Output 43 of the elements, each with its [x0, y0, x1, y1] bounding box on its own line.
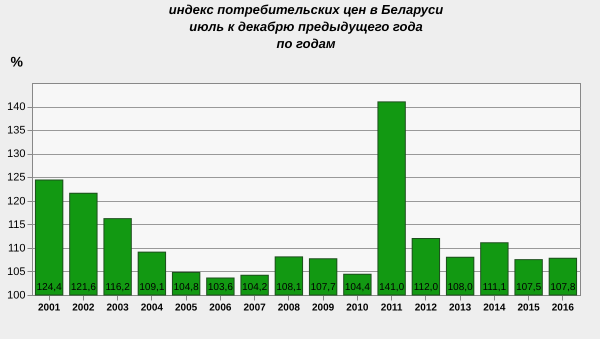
x-tick-label: 2003	[106, 302, 130, 314]
data-label: 109,1	[139, 282, 165, 293]
x-tick-label: 2014	[483, 302, 506, 314]
data-label: 124,4	[36, 282, 62, 293]
data-label: 107,8	[550, 282, 576, 293]
data-label: 103,6	[208, 282, 234, 293]
y-tick-label: 130	[7, 148, 26, 160]
y-tick-label: 105	[7, 266, 26, 278]
x-tick-label: 2001	[38, 302, 61, 314]
x-tick-label: 2016	[552, 302, 574, 314]
y-tick-label: 125	[7, 172, 26, 184]
y-tick-label: 135	[7, 124, 26, 137]
x-tick-label: 2006	[209, 302, 232, 314]
x-tick-label: 2015	[518, 302, 540, 314]
x-tick-label: 2011	[380, 302, 403, 314]
x-tick-label: 2009	[312, 302, 335, 314]
x-tick-label: 2013	[449, 302, 472, 314]
y-tick-label: 120	[7, 195, 26, 208]
y-axis-title: %	[10, 54, 24, 70]
data-label: 107,7	[310, 282, 336, 293]
y-tick-label: 110	[8, 242, 26, 254]
data-label: 108,1	[276, 282, 302, 293]
data-label: 104,2	[242, 282, 268, 293]
data-label: 112,0	[414, 282, 438, 293]
y-tick-label: 115	[8, 218, 26, 231]
y-tick-label: 140	[7, 101, 26, 114]
data-label: 104,8	[174, 282, 200, 293]
x-tick-label: 2005	[175, 302, 198, 314]
x-tick-label: 2002	[72, 302, 95, 314]
data-label: 141,0	[379, 282, 405, 293]
data-label: 107,5	[516, 282, 542, 293]
data-label: 108,0	[448, 282, 474, 293]
data-label: 116,2	[105, 282, 130, 293]
data-label: 104,4	[344, 282, 370, 293]
x-tick-label: 2010	[346, 302, 369, 314]
x-tick-label: 2012	[414, 302, 438, 314]
y-tick-label: 100	[7, 290, 26, 302]
chart-title: индекс потребительских цен в Беларуси июль к декабрю предыдущего года по годам	[168, 2, 444, 51]
data-label: 121,6	[70, 282, 96, 293]
x-tick-label: 2004	[140, 302, 164, 314]
x-tick-label: 2007	[244, 302, 266, 314]
x-tick-label: 2008	[278, 302, 300, 314]
data-label: 111,1	[482, 282, 507, 293]
